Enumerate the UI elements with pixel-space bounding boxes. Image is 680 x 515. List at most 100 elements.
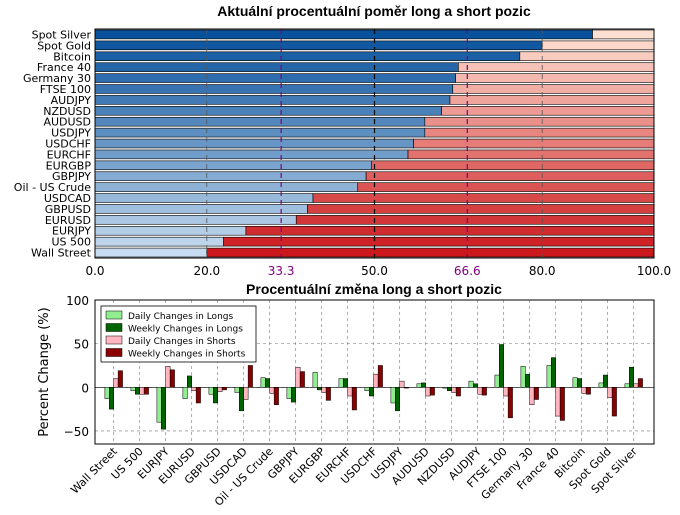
- change-bar: [191, 387, 197, 392]
- long-bar: [94, 171, 367, 181]
- change-bar: [104, 387, 110, 399]
- long-bar: [94, 51, 521, 62]
- category-label: EURJPY: [52, 225, 91, 238]
- legend-swatch: [105, 348, 123, 357]
- short-bar: [441, 106, 655, 116]
- x-tick-label: 80.0: [529, 264, 556, 278]
- category-label: USDCAD: [44, 192, 91, 205]
- change-bar: [169, 369, 175, 388]
- category-label: Spot Gold: [37, 39, 91, 52]
- category-label: GBPJPY: [52, 170, 91, 183]
- change-bar: [551, 357, 556, 388]
- change-bar: [273, 387, 279, 405]
- change-bar: [247, 365, 253, 388]
- change-bar: [395, 387, 400, 412]
- short-bar: [307, 204, 655, 214]
- change-bar: [520, 366, 526, 388]
- change-bar: [117, 370, 123, 388]
- category-label: EURUSD: [45, 214, 91, 227]
- category-label: Spot Silver: [32, 28, 92, 41]
- change-bar: [494, 374, 500, 388]
- short-bar: [365, 171, 655, 181]
- change-bar: [243, 387, 249, 400]
- change-bar: [455, 387, 461, 397]
- short-bar: [295, 215, 655, 225]
- long-bar: [94, 116, 426, 127]
- change-bar: [468, 380, 474, 388]
- change-bar: [499, 344, 504, 388]
- legend-label: Daily Changes in Shorts: [128, 337, 236, 347]
- category-label: FTSE 100: [40, 83, 91, 96]
- change-bar: [525, 373, 530, 388]
- change-bar: [373, 373, 379, 388]
- y-tick-label: −50: [64, 425, 89, 439]
- change-bar: [533, 387, 539, 400]
- change-bar: [572, 377, 578, 388]
- change-bar: [555, 387, 561, 417]
- change-bar: [403, 387, 409, 389]
- change-bar: [598, 382, 604, 388]
- plot-frame: [94, 28, 655, 259]
- short-bar: [413, 138, 655, 149]
- change-bar: [291, 387, 296, 403]
- change-bar: [581, 387, 587, 394]
- change-bar: [260, 377, 266, 388]
- long-bar: [94, 247, 208, 258]
- short-bar: [424, 127, 655, 138]
- x-tick-label: 100.0: [637, 264, 671, 278]
- long-bar: [94, 182, 359, 192]
- change-bar: [603, 374, 608, 388]
- change-bar: [546, 365, 552, 388]
- category-label: EURCHF: [47, 148, 91, 161]
- change-bar: [347, 387, 353, 397]
- long-bar: [94, 106, 442, 116]
- legend-label: Weekly Changes in Shorts: [128, 350, 246, 360]
- short-bar: [245, 225, 655, 236]
- long-bar: [94, 62, 459, 72]
- change-bar: [390, 387, 396, 404]
- change-bar: [109, 387, 114, 410]
- short-bar: [424, 116, 655, 127]
- change-bar: [221, 387, 227, 391]
- change-bar: [265, 378, 270, 388]
- long-bar: [94, 84, 454, 94]
- change-bar: [633, 383, 639, 388]
- category-label: Germany 30: [23, 72, 91, 85]
- short-bar: [541, 40, 655, 51]
- change-bar: [503, 387, 509, 397]
- change-bar: [429, 387, 435, 396]
- change-bar: [577, 378, 582, 388]
- short-bar: [371, 160, 655, 171]
- change-bar: [416, 383, 422, 388]
- long-bar: [94, 149, 409, 160]
- change-bar: [343, 378, 348, 388]
- long-bar: [94, 40, 543, 51]
- category-label: Wall Street: [31, 247, 92, 260]
- change-bar: [607, 387, 613, 398]
- change-bar: [442, 387, 448, 389]
- x-tick-label: 66.6: [454, 264, 481, 278]
- long-bar: [94, 138, 414, 149]
- change-bar: [364, 387, 370, 392]
- change-bar: [143, 387, 149, 395]
- change-bar: [195, 387, 201, 404]
- change-bar: [130, 387, 136, 392]
- change-bar: [295, 366, 301, 388]
- change-bar: [421, 382, 426, 388]
- long-bar: [94, 29, 593, 40]
- short-bar: [452, 84, 655, 94]
- short-bar: [312, 193, 655, 203]
- change-bar: [182, 387, 188, 399]
- y-axis-label: Percent Change (%): [37, 307, 52, 436]
- category-label: France 40: [37, 61, 91, 74]
- change-bar: [473, 383, 478, 388]
- change-bar: [239, 387, 244, 412]
- change-bar: [637, 378, 643, 388]
- long-bar: [94, 73, 456, 83]
- change-bar: [161, 387, 166, 430]
- short-bar: [357, 182, 655, 192]
- change-bar: [377, 365, 383, 388]
- change-bar: [208, 387, 214, 395]
- change-bar: [165, 366, 171, 388]
